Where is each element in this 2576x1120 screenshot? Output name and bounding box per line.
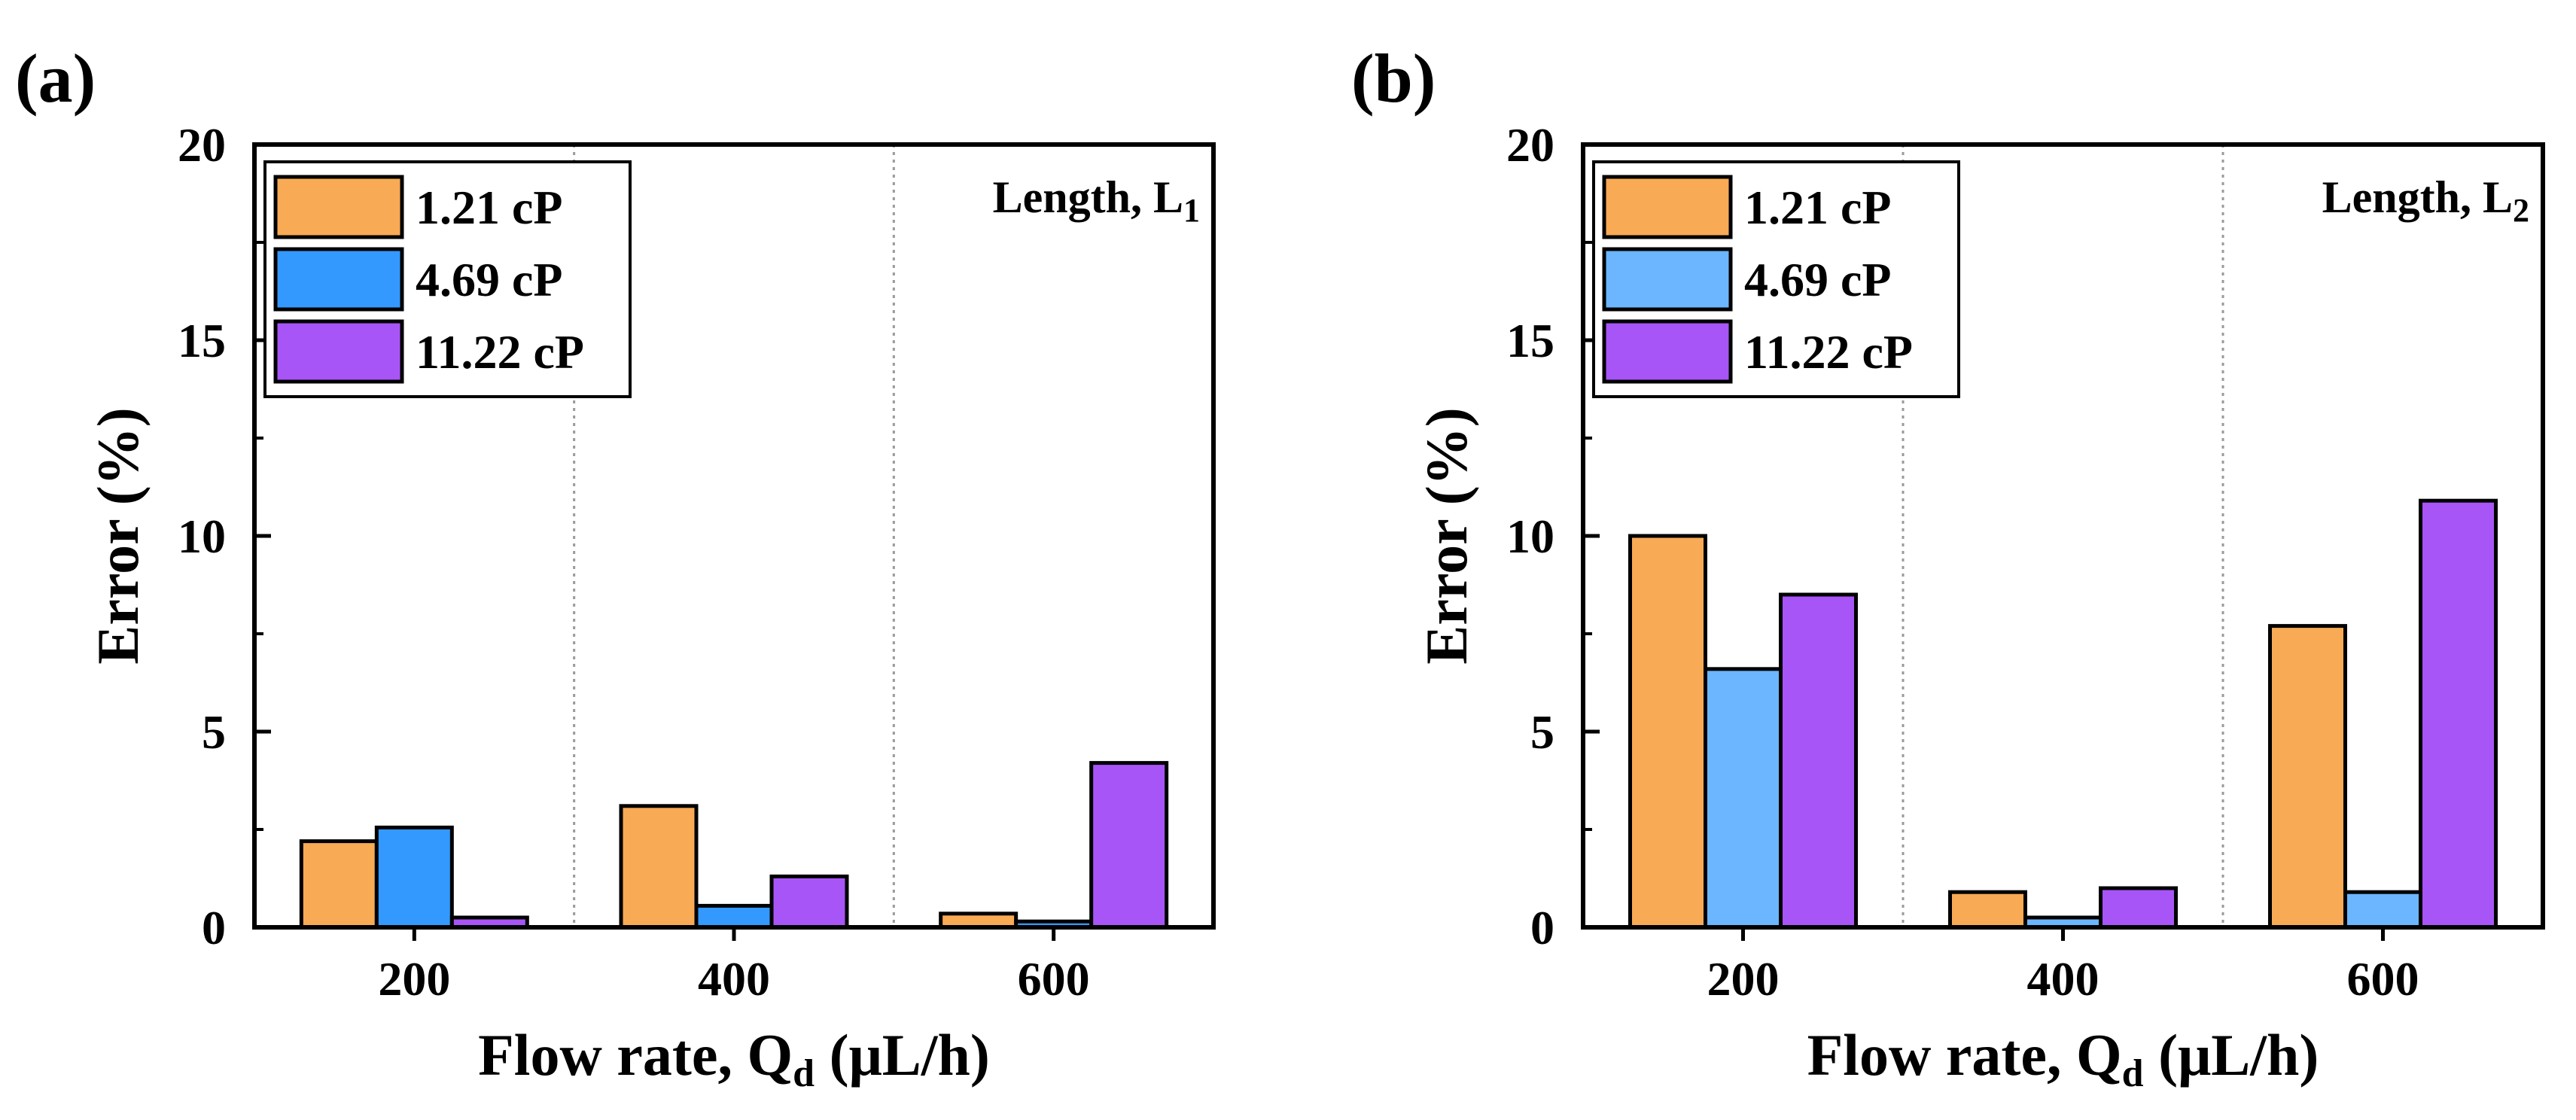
bar-1-21-cP-200 [299, 839, 379, 930]
legend-label: 11.22 cP [1744, 325, 1913, 379]
x-axis-title: Flow rate, Qd (μL/h) [1807, 1022, 2319, 1095]
length-annotation-subscript: 1 [1183, 192, 1200, 229]
y-tick-label: 15 [1506, 314, 1554, 367]
bar-4-69-cP-400 [694, 903, 774, 930]
y-tick-label: 0 [202, 901, 226, 954]
y-tick-label: 10 [178, 510, 226, 563]
x-axis-title-main: Flow rate, Q [1807, 1022, 2122, 1088]
panel-label: (a) [15, 40, 96, 117]
length-annotation: Length, L2 [2322, 172, 2529, 229]
bar-11-22-cP-400 [769, 874, 849, 930]
bar-1-21-cP-400 [619, 804, 699, 930]
length-annotation-main: Length, L [993, 172, 1183, 222]
x-tick-label: 200 [1707, 952, 1780, 1006]
legend-label: 1.21 cP [416, 181, 563, 234]
bar-1-21-cP-600 [2268, 624, 2347, 930]
bar-4-69-cP-200 [374, 825, 454, 930]
legend-label: 11.22 cP [416, 325, 584, 379]
legend: 1.21 cP 4.69 cP 11.22 cP [263, 160, 632, 398]
length-annotation-main: Length, L [2322, 172, 2513, 222]
x-axis-title: Flow rate, Qd (μL/h) [478, 1022, 990, 1095]
bar-11-22-cP-600 [1089, 761, 1169, 930]
legend-label: 1.21 cP [1744, 181, 1892, 234]
x-axis-title-subscript: d [793, 1052, 815, 1095]
legend-swatch [1602, 319, 1733, 384]
x-axis-title-unit: (μL/h) [2144, 1022, 2319, 1088]
y-tick-label: 10 [1506, 510, 1554, 563]
bar-11-22-cP-400 [2099, 886, 2178, 930]
bar-11-22-cP-200 [1779, 592, 1858, 930]
y-axis-title: Error (%) [85, 407, 151, 665]
y-axis-title: Error (%) [1414, 407, 1479, 665]
x-axis-title-unit: (μL/h) [815, 1022, 990, 1088]
y-tick-label: 5 [1530, 705, 1554, 759]
legend-swatch [273, 175, 404, 239]
y-tick-label: 20 [178, 118, 226, 172]
chart-panel-b: (b) 0 5 10 15 20 200 400 600 Flow rate, Qd (μL/h)… [1351, 40, 2545, 1095]
bar-4-69-cP-600 [2343, 890, 2422, 930]
y-tick-label: 20 [1506, 118, 1554, 172]
x-axis-title-main: Flow rate, Q [478, 1022, 793, 1088]
legend-swatch [273, 247, 404, 312]
length-annotation: Length, L1 [993, 172, 1200, 229]
x-tick-label: 600 [1018, 952, 1090, 1006]
x-axis-title-subscript: d [2122, 1052, 2144, 1095]
x-tick-label: 200 [378, 952, 450, 1006]
legend-swatch [1602, 247, 1733, 312]
legend: 1.21 cP 4.69 cP 11.22 cP [1592, 160, 1960, 398]
chart-panel-a: (a) 0 5 10 15 20 200 400 600 Flow rate, Qd (μL/h)… [15, 40, 1216, 1095]
x-tick-label: 600 [2347, 952, 2419, 1006]
legend-label: 4.69 cP [1744, 253, 1892, 306]
bar-11-22-cP-600 [2419, 498, 2498, 930]
bar-1-21-cP-400 [1948, 890, 2027, 930]
legend-swatch [273, 319, 404, 384]
x-tick-label: 400 [698, 952, 770, 1006]
y-tick-label: 5 [202, 705, 226, 759]
bar-1-21-cP-200 [1628, 534, 1707, 930]
bar-4-69-cP-200 [1704, 667, 1783, 930]
y-tick-label: 0 [1530, 901, 1554, 954]
y-tick-label: 15 [178, 314, 226, 367]
panel-label: (b) [1351, 40, 1436, 117]
legend-swatch [1602, 175, 1733, 239]
length-annotation-subscript: 2 [2513, 192, 2529, 229]
legend-label: 4.69 cP [416, 253, 563, 306]
x-tick-label: 400 [2027, 952, 2099, 1006]
